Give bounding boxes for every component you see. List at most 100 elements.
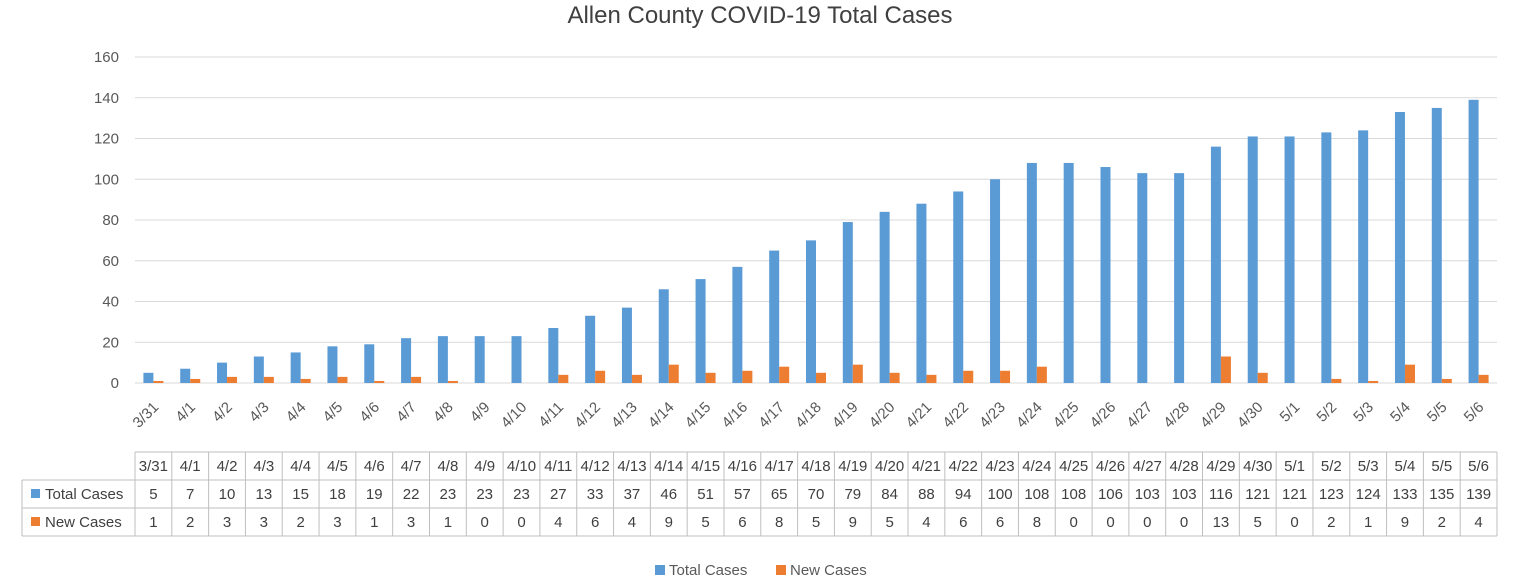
- bar-new-cases: [153, 380, 164, 383]
- table-cell: 37: [624, 486, 641, 503]
- bar-new-cases: [889, 372, 900, 383]
- x-tick-label: 4/18: [792, 399, 825, 432]
- table-cell: 2: [296, 514, 304, 531]
- bar-total-cases: [1247, 136, 1258, 383]
- bar-new-cases: [1257, 372, 1268, 383]
- bar-new-cases: [705, 372, 716, 383]
- table-cell: 3: [407, 514, 415, 531]
- table-cell: 124: [1356, 486, 1381, 503]
- table-header-cell: 4/28: [1170, 458, 1199, 475]
- x-tick-label: 4/13: [608, 399, 641, 432]
- table-cell: 2: [1438, 514, 1446, 531]
- bar-new-cases: [963, 370, 974, 383]
- table-cell: 27: [550, 486, 567, 503]
- table-header-cell: 4/7: [401, 458, 422, 475]
- table-header-cell: 4/29: [1206, 458, 1235, 475]
- table-cell: 9: [665, 514, 673, 531]
- bar-new-cases: [926, 374, 937, 383]
- x-tick-label: 4/1: [172, 399, 199, 426]
- table-cell: 23: [513, 486, 530, 503]
- table-row-label: Total Cases: [45, 486, 123, 503]
- y-tick-label: 160: [94, 49, 119, 66]
- bar-total-cases: [290, 352, 301, 383]
- table-cell: 0: [1290, 514, 1298, 531]
- bar-total-cases: [253, 356, 264, 383]
- table-header-cell: 4/21: [912, 458, 941, 475]
- table-cell: 100: [988, 486, 1013, 503]
- x-tick-label: 4/6: [356, 399, 383, 426]
- table-header-cell: 4/9: [474, 458, 495, 475]
- table-cell: 121: [1245, 486, 1270, 503]
- bar-total-cases: [1284, 136, 1295, 383]
- bar-new-cases: [227, 376, 238, 383]
- legend-label: Total Cases: [669, 562, 747, 579]
- table-row-label: New Cases: [45, 514, 122, 531]
- bar-total-cases: [437, 336, 448, 383]
- table-cell: 79: [844, 486, 861, 503]
- x-tick-label: 5/3: [1350, 399, 1377, 426]
- table-cell: 9: [849, 514, 857, 531]
- table-header-cell: 4/3: [253, 458, 274, 475]
- x-tick-label: 4/20: [866, 399, 899, 432]
- y-tick-label: 120: [94, 131, 119, 148]
- table-cell: 23: [440, 486, 457, 503]
- bar-total-cases: [1026, 162, 1037, 383]
- x-tick-label: 4/26: [1087, 399, 1120, 432]
- x-tick-label: 4/17: [755, 399, 788, 432]
- table-cell: 94: [955, 486, 972, 503]
- bar-new-cases: [558, 374, 569, 383]
- table-header-cell: 4/26: [1096, 458, 1125, 475]
- table-cell: 5: [885, 514, 893, 531]
- table-header-cell: 4/17: [765, 458, 794, 475]
- bar-total-cases: [1358, 130, 1369, 383]
- table-cell: 5: [1254, 514, 1262, 531]
- table-header-cell: 5/1: [1284, 458, 1305, 475]
- table-cell: 8: [1033, 514, 1041, 531]
- table-cell: 8: [775, 514, 783, 531]
- x-tick-label: 4/10: [498, 399, 531, 432]
- table-cell: 3: [223, 514, 231, 531]
- table-header-cell: 4/16: [728, 458, 757, 475]
- bar-total-cases: [990, 179, 1001, 383]
- table-header-cell: 5/6: [1468, 458, 1489, 475]
- bar-total-cases: [1321, 132, 1332, 383]
- table-cell: 1: [149, 514, 157, 531]
- table-header-cell: 4/13: [617, 458, 646, 475]
- x-tick-label: 4/27: [1123, 399, 1156, 432]
- x-tick-label: 4/16: [719, 399, 752, 432]
- table-cell: 4: [922, 514, 930, 531]
- table-header-cell: 4/30: [1243, 458, 1272, 475]
- table-header-cell: 4/6: [364, 458, 385, 475]
- table-cell: 9: [1401, 514, 1409, 531]
- x-tick-label: 4/23: [976, 399, 1009, 432]
- bar-total-cases: [695, 279, 706, 383]
- x-tick-label: 3/31: [130, 399, 163, 432]
- y-tick-label: 40: [102, 294, 119, 311]
- bar-total-cases: [327, 346, 338, 383]
- table-cell: 121: [1282, 486, 1307, 503]
- x-tick-label: 4/22: [939, 399, 972, 432]
- table-cell: 19: [366, 486, 383, 503]
- table-cell: 13: [255, 486, 272, 503]
- table-header-cell: 4/8: [437, 458, 458, 475]
- bar-total-cases: [180, 368, 191, 383]
- x-tick-label: 4/28: [1160, 399, 1193, 432]
- x-tick-label: 4/15: [682, 399, 715, 432]
- table-header-cell: 4/12: [581, 458, 610, 475]
- x-tick-label: 4/24: [1013, 399, 1046, 432]
- x-tick-label: 4/3: [246, 399, 273, 426]
- table-cell: 4: [1474, 514, 1482, 531]
- x-tick-label: 4/7: [393, 399, 420, 426]
- x-tick-label: 4/11: [535, 399, 567, 431]
- bar-total-cases: [1137, 173, 1148, 383]
- table-cell: 57: [734, 486, 751, 503]
- x-tick-label: 4/25: [1050, 399, 1083, 432]
- table-cell: 0: [1180, 514, 1188, 531]
- bar-total-cases: [474, 336, 485, 383]
- bar-total-cases: [1210, 146, 1221, 383]
- x-tick-label: 4/2: [209, 399, 236, 426]
- bar-total-cases: [585, 315, 596, 383]
- y-axis-ticks: 0 20 40 60 80 100 120 140 160: [94, 49, 119, 392]
- table-header-cell: 4/24: [1022, 458, 1051, 475]
